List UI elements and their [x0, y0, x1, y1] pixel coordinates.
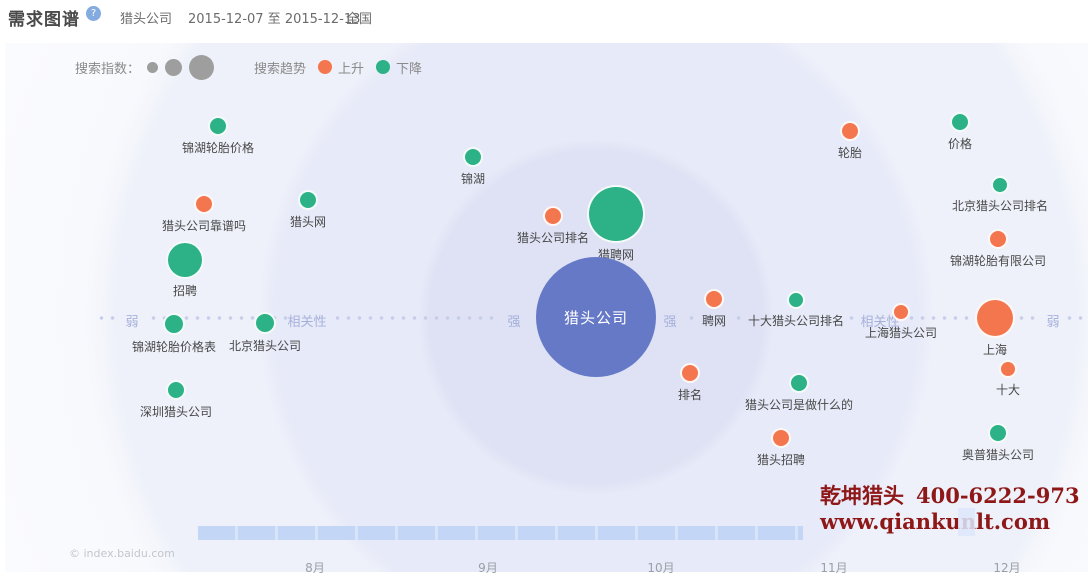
bubble-label: 价格	[947, 137, 973, 151]
trend-down-dot-icon	[376, 60, 391, 74]
bubble-up[interactable]	[988, 229, 1008, 249]
month-tick: 9月	[478, 561, 498, 575]
axis-dotted-line	[148, 315, 288, 321]
help-icon[interactable]: ?	[86, 6, 101, 21]
axis-label-weak-left: 弱	[125, 315, 139, 330]
bubble-label: 十大	[995, 383, 1021, 397]
bubble-down[interactable]	[991, 176, 1009, 194]
bubble-label: 排名	[677, 388, 703, 402]
keyword[interactable]: 猎头公司	[120, 12, 173, 27]
bubble-label: 锦湖	[460, 172, 486, 186]
bubble-label: 猎头公司是做什么的	[744, 398, 854, 412]
center-node-label: 猎头公司	[563, 308, 628, 327]
axis-dotted-line	[906, 315, 1042, 321]
bubble-label: 锦湖轮胎价格表	[131, 340, 217, 354]
region-selector[interactable]: 全国	[346, 12, 373, 27]
month-tick: 10月	[647, 561, 675, 575]
axis-dotted-line	[733, 315, 745, 321]
timeline-scrollbar[interactable]	[198, 526, 803, 540]
watermark-phone: 400-6222-973	[916, 483, 1080, 508]
center-node[interactable]: 猎头公司	[536, 257, 656, 377]
bubble-down[interactable]	[163, 313, 185, 335]
bubble-label: 锦湖轮胎有限公司	[949, 254, 1047, 268]
axis-label-relevance-right: 相关性	[860, 315, 900, 330]
axis-label-relevance-left: 相关性	[287, 315, 327, 330]
bubble-up[interactable]	[892, 303, 910, 321]
month-tick: 8月	[305, 561, 325, 575]
bubble-up[interactable]	[680, 363, 700, 383]
watermark-company: 乾坤猎头	[820, 483, 904, 508]
bubble-up[interactable]	[704, 289, 724, 309]
page-header: 需求图谱 ? 猎头公司 2015-12-07 至 2015-12-13 全国	[0, 0, 1088, 34]
bubble-down[interactable]	[988, 423, 1008, 443]
axis-dotted-line	[846, 315, 856, 321]
bubble-label: 奥普猎头公司	[961, 448, 1035, 462]
bubble-label: 猎头招聘	[756, 453, 806, 467]
bubble-up[interactable]	[543, 206, 563, 226]
bubble-up[interactable]	[771, 428, 791, 448]
bubble-up[interactable]	[999, 360, 1017, 378]
axis-label-weak-right: 弱	[1046, 315, 1060, 330]
page-title: 需求图谱	[8, 10, 80, 30]
axis-dotted-line	[96, 315, 122, 321]
bubble-label: 招聘	[172, 284, 198, 298]
bubble-down[interactable]	[587, 185, 645, 243]
month-tick: 12月	[993, 561, 1021, 575]
bubble-down[interactable]	[298, 190, 318, 210]
bubble-up[interactable]	[840, 121, 860, 141]
bubble-down[interactable]	[254, 312, 276, 334]
bubble-down[interactable]	[463, 147, 483, 167]
legend: 搜索指数： 搜索趋势 上升 下降	[75, 53, 422, 81]
bubble-up[interactable]	[975, 298, 1015, 338]
bubble-label: 北京猎头公司	[228, 339, 302, 353]
copyright: © index.baidu.com	[69, 547, 175, 560]
bubble-up[interactable]	[194, 194, 214, 214]
date-range[interactable]: 2015-12-07 至 2015-12-13	[188, 12, 361, 27]
bubble-down[interactable]	[950, 112, 970, 132]
bubble-label: 聘网	[701, 314, 727, 328]
legend-up-label: 上升	[338, 61, 365, 77]
bubble-label: 猎头公司靠谱吗	[161, 219, 247, 233]
axis-label-strong-left: 强	[507, 315, 521, 330]
size-dot-large-icon	[189, 54, 215, 80]
legend-size-label: 搜索指数：	[75, 61, 141, 77]
legend-trend-label: 搜索趋势	[254, 61, 307, 77]
bubble-label: 上海	[982, 343, 1008, 357]
bubble-down[interactable]	[208, 116, 228, 136]
bubble-label: 锦湖轮胎价格	[181, 141, 255, 155]
bubble-down[interactable]	[166, 241, 204, 279]
bubble-label: 深圳猎头公司	[139, 405, 213, 419]
size-dot-medium-icon	[165, 58, 183, 76]
watermark-line1: 乾坤猎头 400-6222-973	[820, 483, 1080, 509]
trend-up-dot-icon	[318, 60, 333, 74]
axis-dotted-line	[686, 315, 700, 321]
size-dot-small-icon	[147, 61, 159, 73]
bubble-label: 猎头公司排名	[516, 231, 590, 245]
bubble-label: 上海猎头公司	[864, 326, 938, 340]
timeline-slider-handle[interactable]	[958, 508, 975, 536]
bubble-label: 猎头网	[289, 215, 327, 229]
bubble-label: 北京猎头公司排名	[951, 199, 1049, 213]
axis-dotted-line	[1064, 315, 1088, 321]
bubble-down[interactable]	[166, 380, 186, 400]
bubble-down[interactable]	[789, 373, 809, 393]
axis-label-strong-right: 强	[663, 315, 677, 330]
watermark-url: www.qiankunlt.com	[820, 509, 1051, 534]
watermark: 乾坤猎头 400-6222-973 www.qiankunlt.com	[820, 483, 1080, 535]
bubble-label: 轮胎	[837, 146, 863, 160]
legend-down-label: 下降	[396, 61, 423, 77]
month-tick: 11月	[820, 561, 848, 575]
bubble-down[interactable]	[787, 291, 805, 309]
bubble-label: 十大猎头公司排名	[747, 314, 845, 328]
axis-dotted-line	[332, 315, 500, 321]
